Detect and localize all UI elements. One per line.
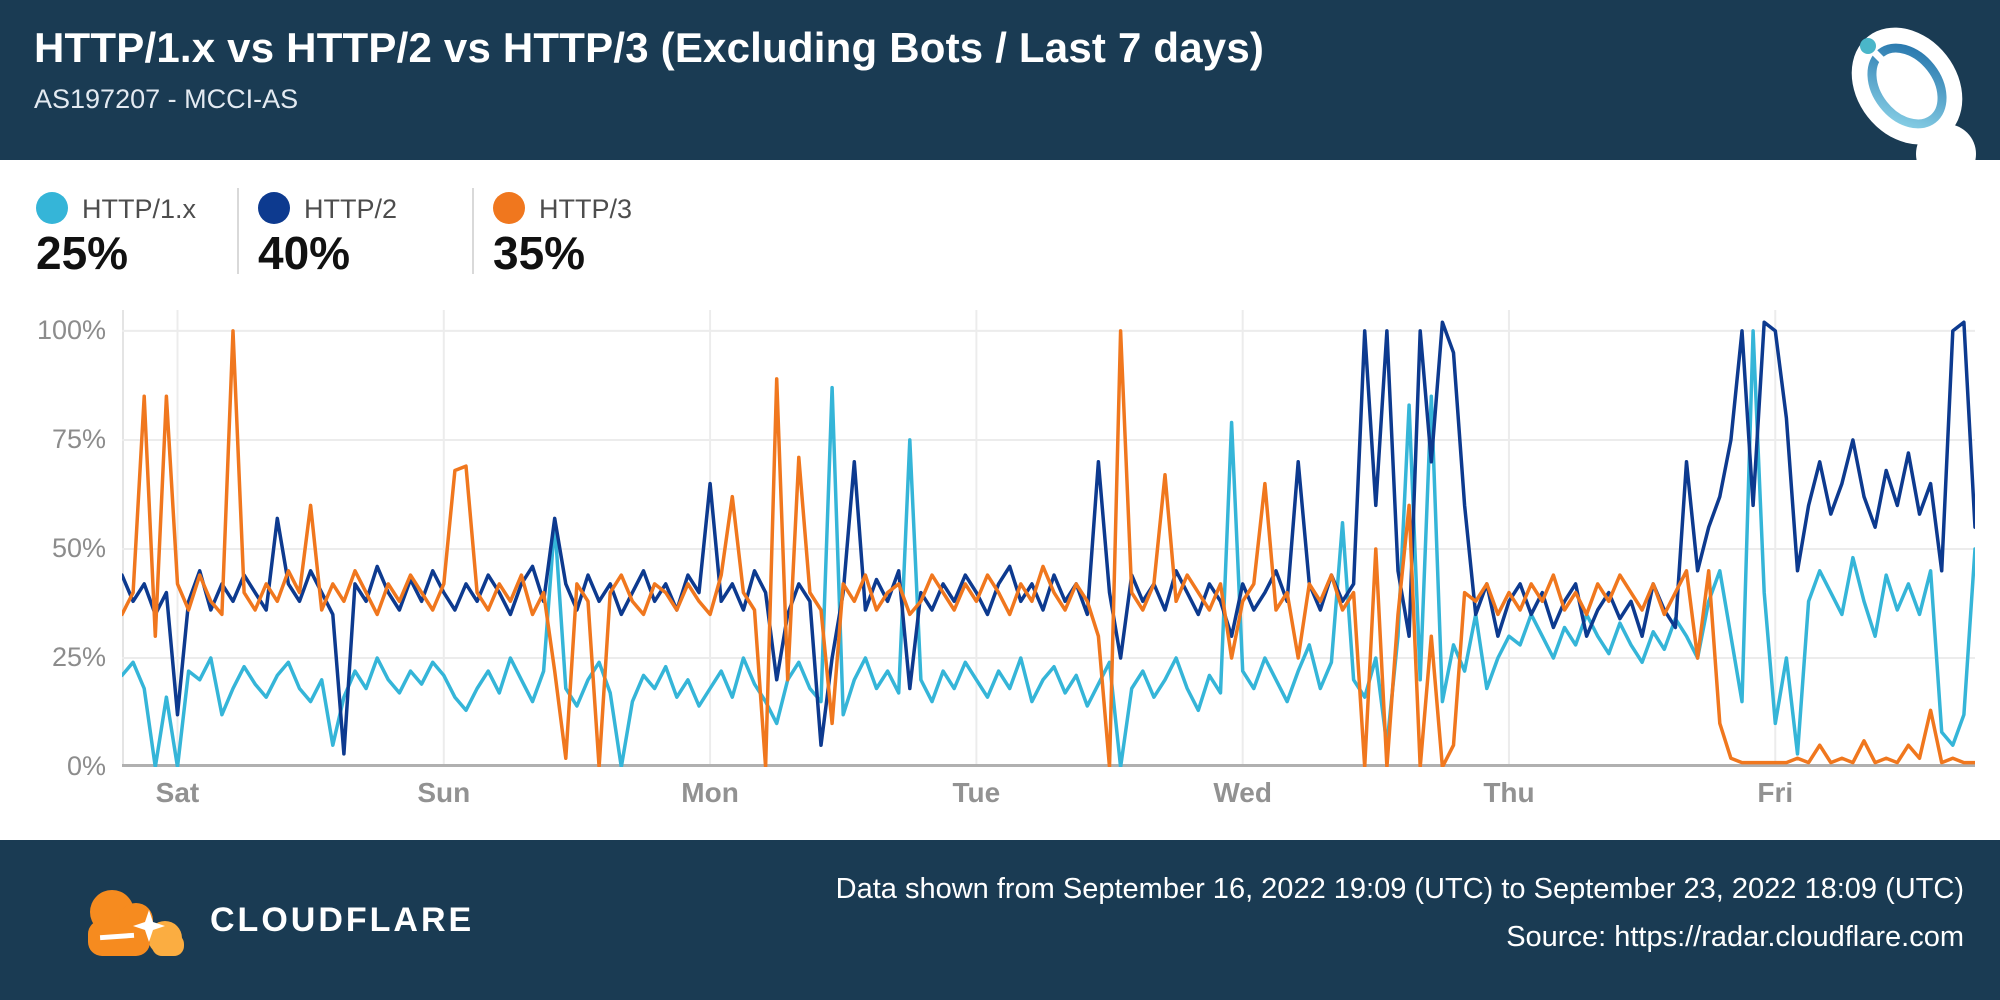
source-url-text: Source: https://radar.cloudflare.com: [1506, 920, 1964, 953]
line-chart: 0% 25% 50% 75% 100% Sat Sun Mon Tue Wed Thu Fri: [0, 280, 2000, 840]
cloudflare-wordmark: CLOUDFLARE: [210, 900, 475, 939]
legend-value-http1: 25%: [36, 227, 129, 279]
radar-dish-icon: [1851, 27, 1976, 160]
http2-color-dot: [258, 192, 290, 224]
x-tick-label: Sun: [417, 777, 471, 808]
cloudflare-logo: CLOUDFLARE: [70, 876, 474, 964]
x-tick-label: Wed: [1213, 777, 1272, 808]
legend-value-http2: 40%: [258, 227, 351, 279]
x-tick-label: Fri: [1757, 777, 1794, 808]
legend-label-http1: HTTP/1.x: [82, 194, 197, 224]
legend-label-http3: HTTP/3: [539, 194, 633, 224]
x-tick-label: Tue: [952, 777, 1001, 808]
footer-band: CLOUDFLARE Data shown from September 16,…: [0, 840, 2000, 1000]
legend: HTTP/1.x 25% HTTP/2 40% HTTP/3 35%: [0, 160, 2000, 280]
y-tick-label: 25%: [51, 641, 106, 672]
header-band: HTTP/1.x vs HTTP/2 vs HTTP/3 (Excluding …: [0, 0, 2000, 160]
chart-plot-area[interactable]: [122, 310, 1975, 767]
date-range-text: Data shown from September 16, 2022 19:09…: [835, 873, 1964, 905]
y-tick-label: 0%: [66, 751, 106, 781]
legend-value-http3: 35%: [493, 227, 586, 279]
x-tick-label: Thu: [1483, 777, 1535, 808]
y-tick-label: 75%: [51, 423, 106, 454]
page-title: HTTP/1.x vs HTTP/2 vs HTTP/3 (Excluding …: [34, 24, 1265, 71]
legend-label-http2: HTTP/2: [304, 194, 398, 224]
legend-divider: [237, 188, 239, 274]
x-tick-label: Sat: [155, 777, 200, 808]
http1-color-dot: [36, 192, 68, 224]
cloudflare-cloud-icon: [88, 890, 184, 956]
y-tick-label: 50%: [51, 532, 106, 563]
legend-divider: [472, 188, 474, 274]
y-tick-label: 100%: [36, 314, 106, 345]
x-tick-label: Mon: [681, 777, 739, 808]
http3-color-dot: [493, 192, 525, 224]
asn-subtitle: AS197207 - MCCI-AS: [34, 84, 299, 114]
